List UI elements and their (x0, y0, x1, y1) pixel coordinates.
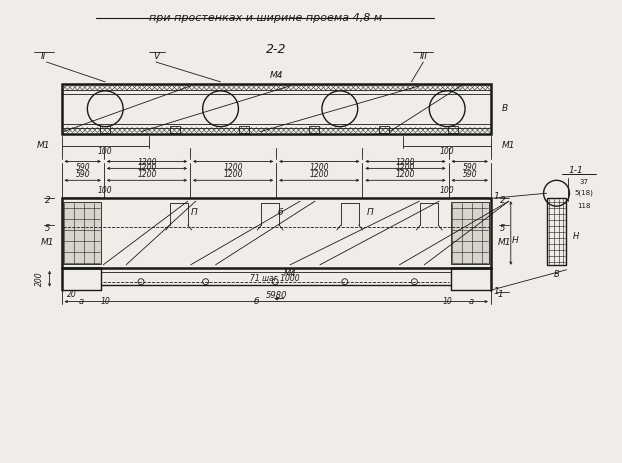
Text: П: П (366, 207, 373, 217)
Text: H: H (573, 232, 580, 241)
Text: 10: 10 (100, 297, 110, 306)
Text: 2-2: 2-2 (266, 43, 287, 56)
Text: 20: 20 (67, 290, 77, 299)
Text: В: В (554, 270, 559, 279)
Text: 5: 5 (500, 224, 506, 232)
Text: 5980: 5980 (266, 291, 287, 300)
Text: 590: 590 (75, 170, 90, 179)
Text: 590: 590 (462, 170, 477, 179)
Text: 118: 118 (578, 203, 591, 209)
Text: б: б (277, 207, 283, 217)
Text: 100: 100 (440, 186, 455, 195)
Bar (239, 125, 249, 132)
Text: 1: 1 (498, 290, 504, 299)
Text: II: II (41, 51, 46, 61)
Text: М4: М4 (284, 269, 297, 278)
Text: 100: 100 (98, 186, 113, 195)
Bar (63, 202, 101, 264)
Text: П: П (190, 207, 197, 217)
Bar (100, 125, 110, 132)
Text: 1: 1 (494, 192, 499, 201)
Bar (309, 125, 319, 132)
Text: 1-1: 1-1 (569, 166, 584, 175)
Text: 2: 2 (500, 196, 506, 205)
Bar (379, 125, 389, 132)
Text: 5: 5 (45, 224, 50, 232)
Text: а: а (468, 297, 473, 306)
Text: б: б (254, 297, 259, 306)
Text: 1200: 1200 (137, 163, 157, 172)
Text: 1200: 1200 (396, 170, 415, 179)
Text: 100: 100 (440, 147, 455, 156)
Text: 5(18): 5(18) (575, 190, 594, 196)
Text: 1200: 1200 (310, 163, 329, 172)
Text: V: V (153, 51, 159, 61)
Bar (547, 198, 567, 265)
Text: H: H (511, 237, 518, 245)
Bar (170, 125, 180, 132)
Text: 100: 100 (98, 147, 113, 156)
Text: М1: М1 (502, 141, 516, 150)
Bar (62, 198, 491, 268)
Text: 10: 10 (442, 297, 452, 306)
Text: 1200: 1200 (137, 158, 157, 167)
Text: III: III (419, 51, 427, 61)
Text: В: В (502, 104, 508, 113)
Text: М1: М1 (498, 238, 511, 247)
Text: 1200: 1200 (310, 170, 329, 179)
Bar (62, 84, 491, 134)
Text: М1: М1 (41, 238, 54, 247)
Text: 590: 590 (462, 163, 477, 172)
Text: 71 шаг 1000: 71 шаг 1000 (251, 274, 300, 283)
Text: а: а (79, 297, 84, 306)
Text: М1: М1 (37, 141, 50, 150)
Text: 1200: 1200 (223, 163, 243, 172)
Text: 1200: 1200 (396, 158, 415, 167)
Text: 37: 37 (580, 179, 589, 185)
Bar (451, 202, 489, 264)
Text: 1: 1 (494, 287, 499, 296)
Text: 1200: 1200 (396, 163, 415, 172)
Bar (448, 125, 458, 132)
Text: 2: 2 (45, 196, 50, 205)
Text: 590: 590 (75, 163, 90, 172)
Text: 1200: 1200 (223, 170, 243, 179)
Text: 1200: 1200 (137, 170, 157, 179)
Text: при простенках и ширине проема 4,8 м: при простенках и ширине проема 4,8 м (149, 13, 382, 23)
Text: 200: 200 (35, 271, 44, 286)
Text: М4: М4 (269, 71, 283, 81)
